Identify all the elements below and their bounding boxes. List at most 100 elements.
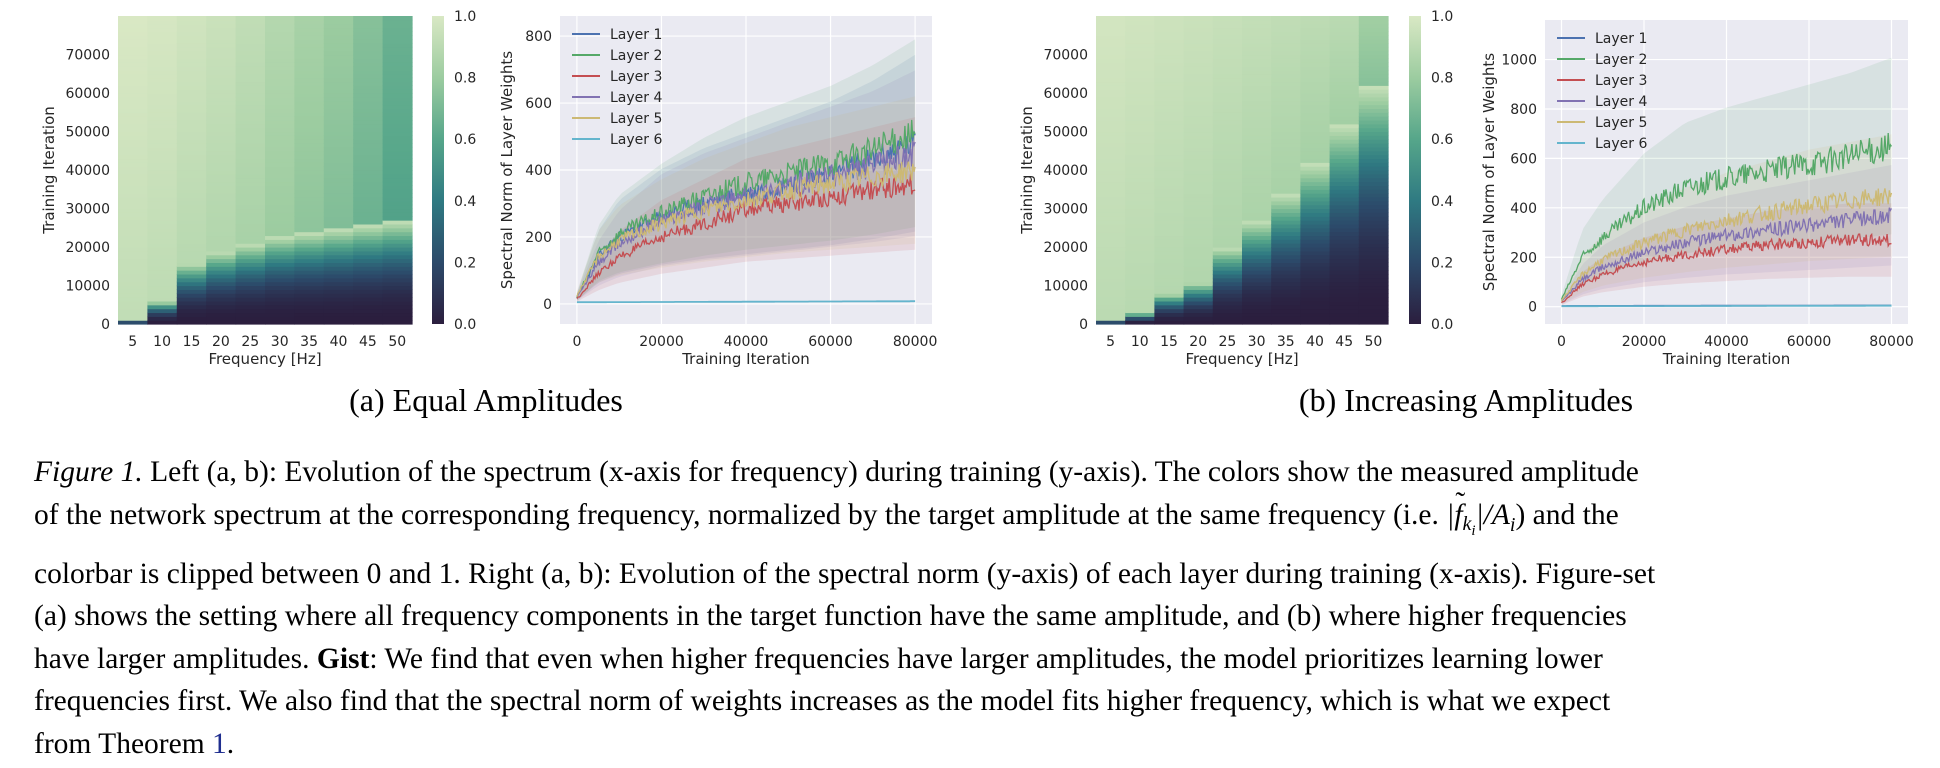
heatmap-cell [1183, 150, 1214, 156]
heatmap-cell [1183, 208, 1214, 213]
heatmap-cell [1125, 123, 1155, 129]
series-line [576, 161, 916, 297]
heatmap-cell [235, 93, 266, 98]
heatmap-cell [323, 116, 354, 121]
heatmap-cell [118, 208, 148, 213]
heatmap-cell [235, 247, 266, 252]
heatmap-cell [206, 19, 237, 25]
heatmap-cell [1242, 220, 1272, 225]
heatmap-cell [206, 116, 237, 121]
heatmap-cell [353, 81, 384, 86]
heatmap-cell [382, 316, 413, 321]
heatmap-cell [1358, 16, 1389, 21]
heatmap-cell [176, 154, 207, 160]
heatmap-cell [382, 270, 413, 275]
heatmap-cell [1271, 146, 1301, 152]
heatmap-cell [1125, 231, 1155, 237]
theorem-ref-link[interactable]: 1 [212, 727, 227, 760]
caption-line-1: Left (a, b): Evolution of the spectrum (… [142, 456, 1639, 488]
heatmap-cell [176, 116, 207, 121]
heatmap-cell [353, 19, 384, 25]
heatmap-cell [1125, 131, 1155, 136]
heatmap-cell [1096, 227, 1126, 233]
heatmap-cell [1125, 19, 1155, 25]
heatmap-cell [1125, 273, 1155, 279]
heatmap-cell [1300, 189, 1331, 194]
heatmap-cell [382, 277, 413, 283]
series-line [1561, 304, 1892, 308]
heatmap-cell [1329, 119, 1360, 125]
heatmap-cell [1183, 69, 1214, 75]
heatmap-cell [1183, 220, 1214, 225]
heatmap-cell [294, 50, 325, 56]
heatmap-cell [294, 119, 325, 125]
colorbar-tick-label: 1.0 [454, 9, 476, 25]
heatmap-cell [265, 100, 295, 106]
heatmap-cell [1212, 154, 1243, 160]
heatmap-cell [1271, 177, 1301, 183]
heatmap-cell [1271, 258, 1301, 263]
heatmap-cell [323, 39, 354, 44]
heatmap-cell [1154, 231, 1185, 237]
heatmap-cell [176, 254, 207, 260]
heatmap-cell [1242, 308, 1272, 314]
heatmap-cell [118, 85, 148, 90]
heatmap-cell [235, 285, 266, 290]
heatmap-cell [176, 312, 207, 317]
heatmap-cell [1358, 254, 1389, 260]
heatmap-cell [1242, 54, 1272, 59]
heatmap-cell [1300, 42, 1331, 48]
heatmap-cell [206, 31, 237, 36]
heatmap-cell [1271, 77, 1301, 83]
heatmap-cell [1183, 227, 1214, 233]
colorbar-tick-label: 0.0 [1431, 317, 1453, 333]
heatmap-cell [1300, 73, 1331, 79]
heatmap-cell [235, 39, 266, 44]
heatmap-cell [1300, 320, 1331, 325]
heatmap-cell [118, 119, 148, 125]
heatmap-cell [176, 150, 207, 156]
heatmap-cell [353, 39, 384, 44]
heatmap-cell [118, 170, 148, 175]
heatmap-cell [382, 131, 413, 136]
heatmap-cell [1242, 146, 1272, 152]
heatmap-cell [1300, 316, 1331, 321]
heatmap-cell [147, 77, 178, 83]
heatmap-cell [1242, 31, 1272, 36]
heatmap-cell [147, 304, 178, 310]
heatmap-cell [206, 177, 237, 183]
heatmap-cell [1212, 108, 1243, 113]
heatmap-cell [1096, 316, 1126, 321]
heatmap-cell [323, 23, 354, 29]
heatmap-cell [1212, 316, 1243, 321]
heatmap-cell [1154, 170, 1185, 175]
heatmap-cell [1300, 196, 1331, 202]
heatmap-cell [206, 58, 237, 63]
heatmap-cell [1242, 243, 1272, 248]
heatmap-cell [176, 266, 207, 271]
heatmap-cell [265, 112, 295, 117]
heatmap-cell [323, 62, 354, 67]
y-tick-label: 30000 [1043, 202, 1088, 218]
heatmap-cell [206, 96, 237, 102]
heatmap-cell [1358, 289, 1389, 294]
x-axis-label: Frequency [Hz] [1185, 350, 1298, 368]
heatmap-cell [382, 239, 413, 244]
heatmap-cell [1271, 23, 1301, 29]
heatmap-cell [294, 31, 325, 36]
x-tick-label: 0 [572, 334, 581, 350]
heatmap-cell [1183, 158, 1214, 163]
heatmap-cell [147, 227, 178, 233]
x-axis-label: Training Iteration [681, 350, 810, 368]
heatmap-cell [1300, 273, 1331, 279]
heatmap-cell [1212, 131, 1243, 136]
colorbar-tick-label: 0.4 [1431, 194, 1453, 210]
heatmap-cell [1300, 112, 1331, 117]
heatmap-cell [1154, 93, 1185, 98]
heatmap-cell [1242, 127, 1272, 133]
heatmap-cell [1212, 104, 1243, 109]
heatmap-cell [353, 50, 384, 56]
heatmap-cell [265, 181, 295, 186]
heatmap-cell [176, 316, 207, 321]
heatmap-cell [235, 170, 266, 175]
